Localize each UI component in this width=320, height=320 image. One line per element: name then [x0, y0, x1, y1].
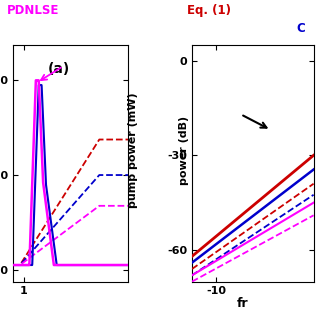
- Text: fr: fr: [237, 297, 248, 310]
- Text: Eq. (1): Eq. (1): [187, 4, 231, 17]
- Text: pump power (mW): pump power (mW): [128, 92, 138, 208]
- Text: PDNLSE: PDNLSE: [6, 4, 59, 17]
- Text: (a): (a): [47, 62, 70, 76]
- Text: power (dB): power (dB): [179, 116, 189, 185]
- Text: C: C: [296, 22, 305, 35]
